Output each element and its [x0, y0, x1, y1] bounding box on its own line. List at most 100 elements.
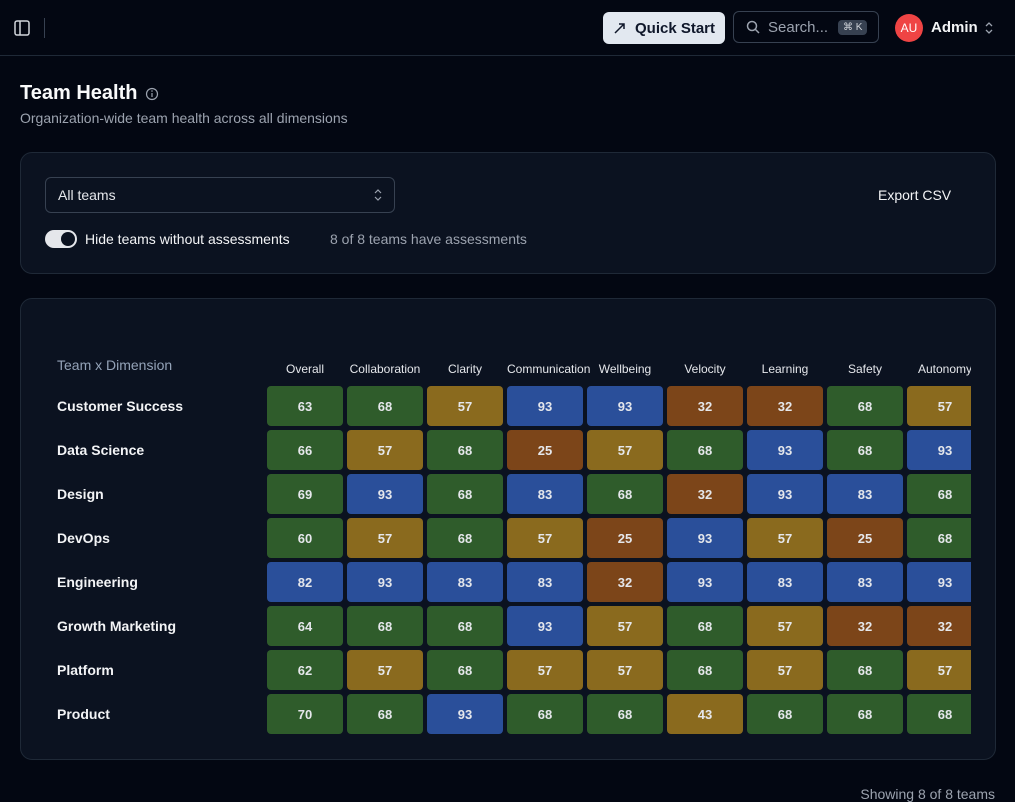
heat-cell[interactable]: 68 [507, 694, 583, 734]
heat-cell[interactable]: 32 [667, 474, 743, 514]
top-bar [0, 0, 1015, 56]
heatmap: Overall Collaboration Clarity Communication… [267, 355, 971, 735]
footer: Showing 8 of 8 teams [860, 786, 995, 802]
heat-cell[interactable]: 93 [667, 518, 743, 558]
heat-cell[interactable]: 25 [587, 518, 663, 558]
heat-cell[interactable]: 57 [427, 386, 503, 426]
quick-start-button[interactable]: Quick Start [603, 12, 725, 44]
heat-cell[interactable]: 32 [747, 386, 823, 426]
heat-cell[interactable]: 62 [267, 650, 343, 690]
heat-cell[interactable]: 68 [827, 430, 903, 470]
heat-cell[interactable]: 57 [507, 650, 583, 690]
heat-cell[interactable]: 93 [907, 562, 971, 602]
heat-cell[interactable]: 93 [507, 606, 583, 646]
heat-cell[interactable]: 68 [907, 518, 971, 558]
page-subtitle: Organization-wide team health across all… [20, 110, 348, 126]
column-header: Collaboration [349, 362, 421, 376]
heat-cell[interactable]: 57 [347, 430, 423, 470]
heat-cell[interactable]: 25 [507, 430, 583, 470]
heat-cell[interactable]: 93 [747, 474, 823, 514]
corner-label: Team x Dimension [57, 357, 173, 373]
heat-cell[interactable]: 68 [667, 606, 743, 646]
heat-cell[interactable]: 68 [827, 694, 903, 734]
heat-cell[interactable]: 93 [907, 430, 971, 470]
heat-cell[interactable]: 57 [507, 518, 583, 558]
heat-cell[interactable]: 32 [827, 606, 903, 646]
select-chevron [374, 189, 382, 201]
shortcut: ⌘ K [838, 19, 868, 35]
heat-cell[interactable]: 68 [347, 386, 423, 426]
heat-cell[interactable]: 83 [827, 562, 903, 602]
heat-cell[interactable]: 57 [587, 606, 663, 646]
heat-cell[interactable]: 68 [667, 430, 743, 470]
heat-cell[interactable]: 60 [267, 518, 343, 558]
column-header: Wellbeing [598, 362, 652, 376]
heat-cell[interactable]: 32 [907, 606, 971, 646]
heat-cell[interactable]: 68 [587, 474, 663, 514]
heat-cell[interactable]: 57 [587, 650, 663, 690]
heat-cell[interactable]: 43 [667, 694, 743, 734]
heat-cell[interactable]: 83 [827, 474, 903, 514]
heat-cell[interactable]: 93 [507, 386, 583, 426]
search-box[interactable]: Search... ⌘ K [733, 11, 879, 43]
heat-cell[interactable]: 57 [907, 650, 971, 690]
heat-cell[interactable]: 82 [267, 562, 343, 602]
heat-cell[interactable]: 68 [427, 606, 503, 646]
team-name: Design [57, 486, 104, 502]
heat-cell[interactable]: 57 [907, 386, 971, 426]
team-select[interactable]: All teams [45, 177, 395, 213]
heat-cell[interactable]: 83 [747, 562, 823, 602]
status-text: 8 of 8 teams have assessments [330, 231, 527, 247]
heat-cell[interactable]: 83 [507, 562, 583, 602]
heat-cell[interactable]: 93 [587, 386, 663, 426]
heat-cell[interactable]: 63 [267, 386, 343, 426]
heat-cell[interactable]: 25 [827, 518, 903, 558]
heat-cell[interactable]: 70 [267, 694, 343, 734]
toggle-label: Hide teams without assessments [85, 231, 290, 247]
team-name: Platform [57, 662, 114, 678]
heat-cell[interactable]: 68 [427, 430, 503, 470]
user-chevron[interactable] [984, 21, 994, 35]
info-icon[interactable] [145, 87, 159, 101]
heat-cell[interactable]: 57 [747, 650, 823, 690]
column-header: Learning [761, 362, 809, 376]
heat-cell[interactable]: 57 [747, 606, 823, 646]
heat-cell[interactable]: 68 [427, 474, 503, 514]
export-button[interactable]: Export CSV [878, 187, 952, 203]
heat-cell[interactable]: 69 [267, 474, 343, 514]
heat-cell[interactable]: 64 [267, 606, 343, 646]
heat-cell[interactable]: 68 [347, 694, 423, 734]
search-placeholder: Search... [768, 18, 829, 36]
heat-cell[interactable]: 93 [747, 430, 823, 470]
heat-cell[interactable]: 93 [347, 562, 423, 602]
heat-cell[interactable]: 32 [587, 562, 663, 602]
heat-cell[interactable]: 57 [347, 650, 423, 690]
avatar[interactable]: AU [895, 14, 923, 42]
heat-cell[interactable]: 68 [347, 606, 423, 646]
sidebar-toggle[interactable] [14, 20, 30, 36]
team-name: Growth Marketing [57, 618, 177, 634]
heat-cell[interactable]: 83 [427, 562, 503, 602]
heat-cell[interactable]: 93 [347, 474, 423, 514]
team-name: Data Science [57, 442, 145, 458]
heat-cell[interactable]: 68 [747, 694, 823, 734]
heat-cell[interactable]: 57 [587, 430, 663, 470]
heat-cell[interactable]: 68 [667, 650, 743, 690]
user-name[interactable]: Admin [931, 19, 978, 36]
heat-cell[interactable]: 68 [827, 650, 903, 690]
heat-cell[interactable]: 57 [347, 518, 423, 558]
heat-cell[interactable]: 68 [427, 650, 503, 690]
heat-cell[interactable]: 93 [667, 562, 743, 602]
heat-cell[interactable]: 57 [747, 518, 823, 558]
heat-cell[interactable]: 83 [507, 474, 583, 514]
heat-cell[interactable]: 66 [267, 430, 343, 470]
heat-cell[interactable]: 68 [827, 386, 903, 426]
column-header: Safety [847, 362, 883, 376]
heat-cell[interactable]: 68 [427, 518, 503, 558]
heat-cell[interactable]: 68 [587, 694, 663, 734]
select-value: All teams [58, 187, 116, 203]
heat-cell[interactable]: 93 [427, 694, 503, 734]
heat-cell[interactable]: 68 [907, 474, 971, 514]
heat-cell[interactable]: 32 [667, 386, 743, 426]
heat-cell[interactable]: 68 [907, 694, 971, 734]
